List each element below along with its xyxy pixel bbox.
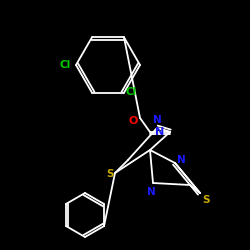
Text: S: S <box>106 169 114 179</box>
Text: N: N <box>152 115 162 125</box>
Text: Cl: Cl <box>126 87 137 97</box>
Text: O: O <box>128 116 138 126</box>
Text: N: N <box>177 155 186 165</box>
Text: Cl: Cl <box>60 60 71 70</box>
Text: N: N <box>155 127 164 137</box>
Text: N: N <box>146 187 156 197</box>
Text: S: S <box>202 195 209 205</box>
